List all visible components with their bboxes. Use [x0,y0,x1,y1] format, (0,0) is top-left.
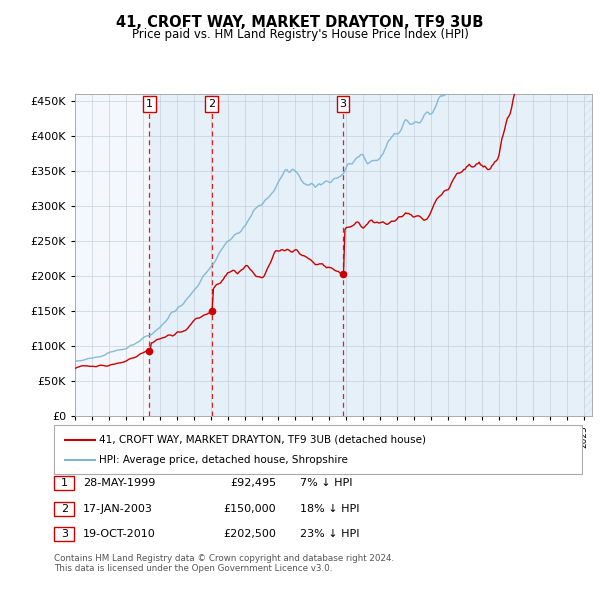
Text: £150,000: £150,000 [223,504,276,513]
Text: £92,495: £92,495 [230,478,276,488]
Text: 23% ↓ HPI: 23% ↓ HPI [300,529,359,539]
Text: 3: 3 [61,529,68,539]
Text: 41, CROFT WAY, MARKET DRAYTON, TF9 3UB: 41, CROFT WAY, MARKET DRAYTON, TF9 3UB [116,15,484,30]
Bar [343,94,592,416]
Text: Price paid vs. HM Land Registry's House Price Index (HPI): Price paid vs. HM Land Registry's House … [131,28,469,41]
Text: 2: 2 [61,504,68,513]
Text: 18% ↓ HPI: 18% ↓ HPI [300,504,359,513]
Text: 41, CROFT WAY, MARKET DRAYTON, TF9 3UB (detached house): 41, CROFT WAY, MARKET DRAYTON, TF9 3UB (… [99,435,426,445]
Text: 17-JAN-2003: 17-JAN-2003 [83,504,152,513]
Text: Contains HM Land Registry data © Crown copyright and database right 2024.: Contains HM Land Registry data © Crown c… [54,554,394,563]
Bar [149,94,212,416]
Text: HPI: Average price, detached house, Shropshire: HPI: Average price, detached house, Shro… [99,455,348,466]
Text: £202,500: £202,500 [223,529,276,539]
Text: 2: 2 [208,99,215,109]
Bar [212,94,343,416]
Text: 3: 3 [340,99,346,109]
Text: This data is licensed under the Open Government Licence v3.0.: This data is licensed under the Open Gov… [54,565,332,573]
Text: 1: 1 [146,99,153,109]
Text: 28-MAY-1999: 28-MAY-1999 [83,478,155,488]
Text: 19-OCT-2010: 19-OCT-2010 [83,529,155,539]
Text: 7% ↓ HPI: 7% ↓ HPI [300,478,353,488]
Bar [584,94,592,416]
Text: 1: 1 [61,478,68,488]
